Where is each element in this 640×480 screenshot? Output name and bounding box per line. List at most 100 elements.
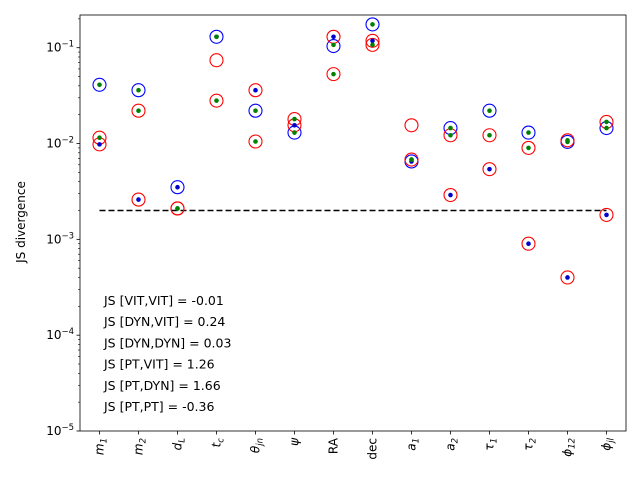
circle-marker [209,93,224,108]
annotation-line: JS [PT,PT] = -0.36 [103,399,214,414]
x-tick-label: θjn [249,438,266,453]
circle-marker [482,162,497,177]
circle-marker [326,67,341,82]
dot-marker [526,145,531,151]
dot-marker [331,42,336,48]
x-axis: m1 m2 dL tc θjn ψ RA dec a1 a2 τ1 τ2 ϕ12 ϕjl [93,431,617,460]
circle-marker [326,39,341,54]
dot-marker [136,108,141,114]
circle-marker [521,125,536,140]
circle-marker [482,128,497,143]
dot-marker [370,42,375,48]
circle-marker [131,192,146,207]
x-tick-label: ψ [288,437,302,446]
dot-marker [97,142,102,147]
annotation-line: JS [PT,DYN] = 1.66 [103,378,221,393]
circle-marker [521,140,536,155]
x-tick-label: a1 [405,438,422,451]
dot-marker [253,139,258,144]
annotation-box: JS [VIT,VIT] = -0.01 JS [DYN,VIT] = 0.24 J… [103,293,231,414]
dot-marker [487,166,492,172]
annotation-line: JS [DYN,VIT] = 0.24 [103,314,225,329]
series-4 [97,34,609,280]
dot-marker [526,241,531,247]
dot-marker [175,206,180,211]
dot-marker [565,139,570,145]
dot-marker [214,34,219,40]
series-3 [92,37,614,285]
y-tick-label: 10−2 [46,136,74,151]
dot-marker [253,108,258,114]
circle-marker [170,201,185,216]
circle-marker [443,187,458,203]
x-tick-label: ϕ12 [561,438,578,457]
series-1 [92,17,614,195]
x-tick-label: tc [210,438,227,448]
dot-marker [253,87,258,93]
circle-marker [404,152,419,167]
circle-marker [365,33,380,48]
y-tick-label: 10−5 [46,423,74,438]
x-tick-label: τ1 [483,438,500,451]
circle-marker [365,17,380,32]
dot-marker [448,132,453,138]
annotation-line: JS [PT,VIT] = 1.26 [103,357,215,372]
circle-marker [599,207,614,222]
dot-marker [136,87,141,93]
x-tick-label: dec [366,438,380,460]
dot-marker [604,212,609,218]
dot-marker [370,22,375,27]
plot-area [79,14,627,432]
series-6 [97,34,609,211]
circle-marker [131,83,146,98]
x-tick-label: m1 [93,438,110,455]
y-tick-label: 10−3 [46,231,74,246]
circle-marker [209,53,224,68]
dot-marker [97,135,102,141]
circle-marker [248,134,263,149]
x-tick-label: m2 [132,438,149,455]
dot-marker [487,108,492,114]
dot-marker [331,34,336,40]
circle-marker [365,37,380,52]
dot-marker [370,38,375,44]
x-tick-label: a2 [444,438,461,451]
y-axis: 10−5 10−4 10−3 10−2 10−1 [46,18,80,438]
dot-marker [292,116,297,122]
y-tick-label: 10−4 [46,327,74,342]
y-axis-label: JS divergence [14,181,28,264]
circle-marker [248,83,263,98]
series-5 [97,22,609,211]
circle-marker [248,103,263,118]
dot-marker [331,71,336,77]
x-tick-label: dL [171,438,188,451]
dot-marker [136,197,141,202]
dot-marker [604,119,609,125]
y-tick-label: 10−1 [46,40,74,55]
x-tick-label: ϕjl [600,437,617,450]
annotation-line: JS [VIT,VIT] = -0.01 [103,293,224,308]
dot-marker [526,130,531,135]
annotation-line: JS [DYN,DYN] = 0.03 [103,335,231,350]
dot-marker [448,125,453,131]
dot-marker [214,98,219,103]
circle-marker [521,236,536,251]
circle-marker [131,103,146,118]
dot-marker [487,132,492,138]
dot-marker [292,122,297,128]
plot-frame [79,14,627,432]
dot-marker [448,192,453,198]
dot-marker [175,184,180,190]
circle-marker [209,29,224,44]
x-tick-label: τ2 [522,438,539,451]
x-tick-label: RA [327,437,341,454]
dot-marker [292,130,297,135]
circle-marker [404,118,419,133]
dot-marker [604,125,609,131]
dot-marker [97,82,102,88]
dot-marker [409,157,414,162]
circle-marker [92,77,107,92]
circle-marker [560,270,575,285]
dot-marker [565,275,570,280]
